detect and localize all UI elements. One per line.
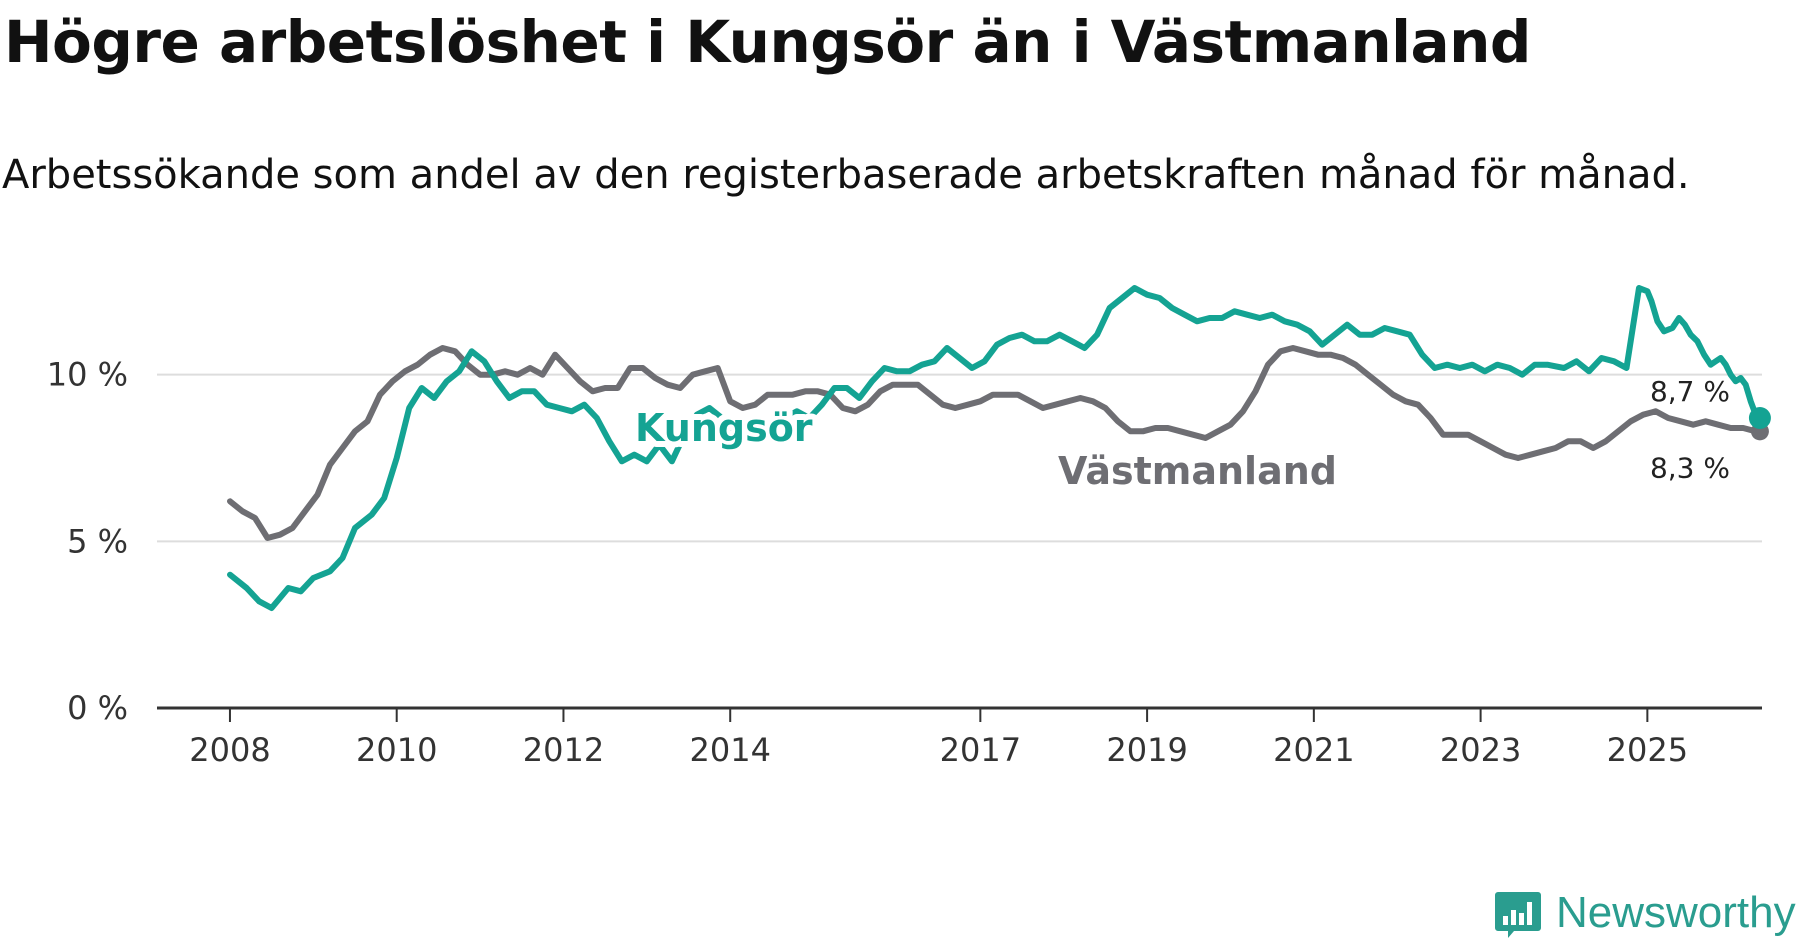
y-tick-label: 10 %	[47, 356, 128, 394]
series-label-kungsor: Kungsör	[635, 406, 813, 450]
x-tick-label: 2014	[689, 731, 770, 769]
x-tick-label: 2023	[1440, 731, 1521, 769]
grid-lines	[157, 373, 1762, 543]
newsworthy-logo-text: Newsworthy	[1556, 888, 1796, 937]
x-tick-label: 2012	[523, 731, 604, 769]
end-label-vastmanland: 8,3 %	[1650, 451, 1730, 484]
x-tick-label: 2017	[940, 731, 1021, 769]
end-marker-kungsor	[1748, 407, 1771, 429]
x-tick-label: 2021	[1273, 731, 1354, 769]
x-tick-label: 2019	[1106, 731, 1187, 769]
series-line-vastmanland	[227, 345, 1763, 541]
series-lines	[227, 285, 1771, 611]
x-tick-label: 2010	[356, 731, 437, 769]
series-labels: Kungsör Västmanland 8,7 % 8,3 %	[629, 375, 1730, 499]
newsworthy-logo[interactable]: Newsworthy	[1494, 888, 1800, 950]
chart-title: Högre arbetslöshet i Kungsör än i Västma…	[4, 8, 1531, 76]
end-label-kungsor: 8,7 %	[1650, 375, 1730, 408]
x-tick-label: 2008	[189, 731, 270, 769]
series-line-kungsor	[227, 285, 1763, 611]
series-label-vastmanland: Västmanland	[1058, 449, 1337, 493]
y-tick-label: 5 %	[67, 522, 128, 560]
chart-subtitle: Arbetssökande som andel av den registerb…	[2, 152, 1690, 198]
x-axis: 2008 2010 2012 2014 2017 2019 2021 2023 2025	[157, 706, 1762, 769]
x-tick-label: 2025	[1607, 731, 1688, 769]
y-axis-ticks: 0 % 5 % 10 %	[47, 356, 128, 727]
newsworthy-logo-icon	[1495, 892, 1541, 938]
y-tick-label: 0 %	[67, 689, 128, 727]
